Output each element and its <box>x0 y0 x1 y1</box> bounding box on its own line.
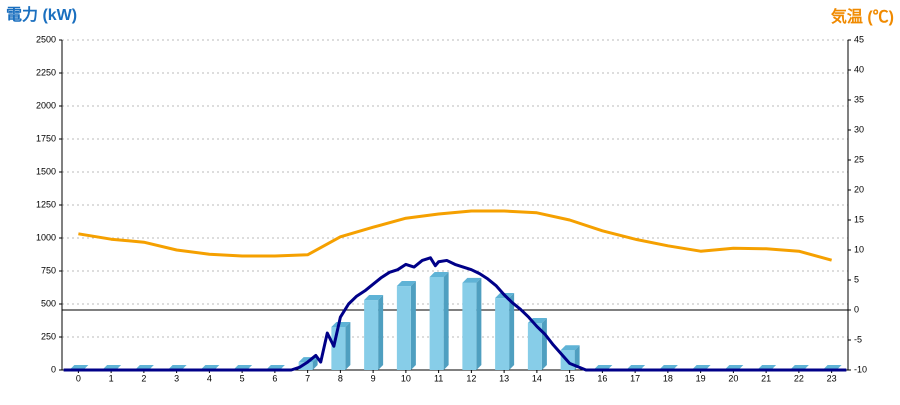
x-tick-label: 6 <box>272 373 277 383</box>
bar-side <box>509 293 515 370</box>
y2-tick-label: 5 <box>854 274 859 284</box>
y-tick-label: 1500 <box>36 166 56 176</box>
bar-side <box>378 295 384 370</box>
bar <box>364 300 379 370</box>
y2-tick-label: 25 <box>854 154 864 164</box>
y-tick-label: 0 <box>51 364 56 374</box>
bar-side <box>476 277 482 370</box>
x-tick-label: 10 <box>401 373 411 383</box>
y-tick-label: 250 <box>41 331 56 341</box>
y2-tick-label: 35 <box>854 94 864 104</box>
x-tick-label: 14 <box>532 373 542 383</box>
bar <box>495 298 510 370</box>
x-tick-label: 15 <box>565 373 575 383</box>
y-tick-label: 2500 <box>36 34 56 44</box>
x-tick-label: 20 <box>728 373 738 383</box>
bar <box>527 323 542 370</box>
line <box>78 209 833 262</box>
bar-side <box>443 271 449 370</box>
bar-top <box>331 321 351 327</box>
y-tick-label: 1750 <box>36 133 56 143</box>
x-tick-label: 5 <box>240 373 245 383</box>
y-tick-label: 1250 <box>36 199 56 209</box>
x-tick-label: 23 <box>827 373 837 383</box>
y2-tick-label: 30 <box>854 124 864 134</box>
x-tick-label: 9 <box>371 373 376 383</box>
y2-tick-label: 45 <box>854 34 864 44</box>
bar-side <box>312 357 318 370</box>
bar <box>331 326 346 370</box>
x-tick-label: 7 <box>305 373 310 383</box>
x-tick-label: 8 <box>338 373 343 383</box>
y2-tick-label: 0 <box>854 304 859 314</box>
y2-axis-label: 気温 (℃) <box>831 7 894 26</box>
x-tick-label: 16 <box>597 373 607 383</box>
x-tick-label: 12 <box>466 373 476 383</box>
x-tick-label: 21 <box>761 373 771 383</box>
bar-side <box>345 321 351 370</box>
bar-top <box>364 295 384 301</box>
y2-tick-label: -5 <box>854 334 862 344</box>
x-tick-label: 19 <box>696 373 706 383</box>
y-tick-label: 2250 <box>36 67 56 77</box>
x-tick-label: 11 <box>434 373 443 383</box>
bar <box>396 286 411 370</box>
y2-tick-label: 10 <box>854 244 864 254</box>
bar <box>298 362 313 370</box>
bar-side <box>574 345 580 370</box>
x-tick-label: 18 <box>663 373 673 383</box>
bar-top <box>429 271 449 277</box>
y2-tick-label: -10 <box>854 364 867 374</box>
bar <box>462 282 477 370</box>
x-tick-label: 0 <box>76 373 81 383</box>
bar-top <box>462 277 482 283</box>
y2-tick-label: 15 <box>854 214 864 224</box>
x-tick-label: 4 <box>207 373 212 383</box>
x-tick-label: 22 <box>794 373 804 383</box>
bar <box>429 276 444 370</box>
x-tick-label: 17 <box>630 373 640 383</box>
y-axis-label: 電力 (kW) <box>6 5 77 24</box>
bar-side <box>410 281 416 370</box>
bar-top <box>396 281 416 287</box>
x-tick-label: 13 <box>499 373 509 383</box>
line <box>63 256 847 372</box>
x-tick-label: 3 <box>174 373 179 383</box>
x-tick-label: 2 <box>141 373 146 383</box>
y2-tick-label: 40 <box>854 64 864 74</box>
x-tick-label: 1 <box>109 373 114 383</box>
y2-tick-label: 20 <box>854 184 864 194</box>
y-tick-label: 2000 <box>36 100 56 110</box>
bar-top <box>560 345 580 351</box>
bar-side <box>541 318 547 370</box>
y-tick-label: 500 <box>41 298 56 308</box>
y-tick-label: 750 <box>41 265 56 275</box>
y-tick-label: 1000 <box>36 232 56 242</box>
